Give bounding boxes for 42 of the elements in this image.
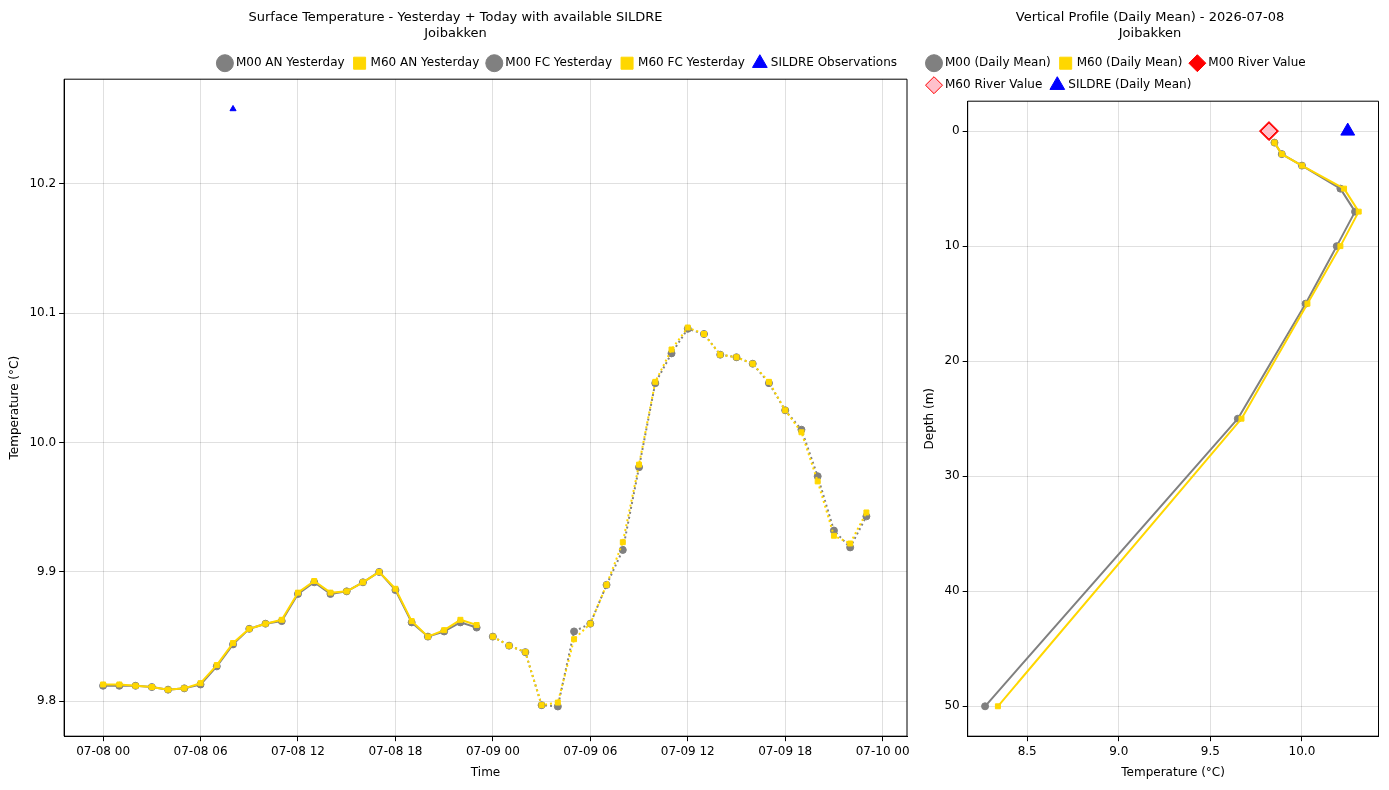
legend-label: M00 AN Yesterday xyxy=(235,55,345,70)
x-tick-label: 07-08 00 xyxy=(76,743,131,758)
chart-subtitle: Joibakken xyxy=(1117,24,1182,40)
y-tick-label: 40 xyxy=(944,583,960,598)
chart-title: Surface Temperature - Yesterday + Today with available SILDRE xyxy=(248,9,663,25)
y-tick-label: 9.9 xyxy=(37,564,57,579)
y-tick-label: 50 xyxy=(944,698,960,713)
x-axis-title: Time xyxy=(469,764,501,779)
legend-label: SILDRE Observations xyxy=(770,55,897,70)
legend-label: M00 FC Yesterday xyxy=(505,55,613,70)
legend-label: M60 River Value xyxy=(945,77,1043,92)
legend-label: SILDRE (Daily Mean) xyxy=(1068,77,1192,92)
x-tick-label: 07-08 18 xyxy=(368,743,423,758)
legend-label: M00 (Daily Mean) xyxy=(945,55,1051,70)
legend-label: M60 FC Yesterday xyxy=(638,55,745,70)
y-tick-label: 10 xyxy=(944,238,960,253)
x-tick-label: 9.0 xyxy=(1109,743,1129,758)
y-axis-title: Depth (m) xyxy=(922,387,937,450)
y-tick-label: 10.0 xyxy=(29,434,57,449)
y-axis-title: Temperature (°C) xyxy=(7,355,22,461)
legend-label: M60 AN Yesterday xyxy=(370,55,480,70)
x-tick-label: 07-09 06 xyxy=(563,743,618,758)
y-tick-label: 10.1 xyxy=(29,305,57,320)
x-tick-label: 07-09 18 xyxy=(758,743,813,758)
x-tick-label: 07-09 00 xyxy=(465,743,520,758)
y-tick-label: 0 xyxy=(952,123,960,138)
x-tick-label: 07-08 06 xyxy=(173,743,228,758)
y-tick-label: 9.8 xyxy=(37,693,57,708)
y-tick-label: 30 xyxy=(944,468,960,483)
x-tick-label: 8.5 xyxy=(1017,743,1037,758)
x-tick-label: 10.0 xyxy=(1288,743,1316,758)
legend-label: M60 (Daily Mean) xyxy=(1076,55,1183,70)
y-tick-label: 10.2 xyxy=(29,176,57,191)
x-tick-label: 07-08 12 xyxy=(271,743,325,758)
x-tick-label: 9.5 xyxy=(1200,743,1220,758)
legend-label: M00 River Value xyxy=(1208,55,1306,70)
y-tick-label: 20 xyxy=(944,353,960,368)
x-axis-title: Temperature (°C) xyxy=(1120,764,1225,779)
chart-subtitle: Joibakken xyxy=(423,24,487,40)
x-tick-label: 07-10 00 xyxy=(855,743,910,758)
x-tick-label: 07-09 12 xyxy=(660,743,715,758)
chart-title: Vertical Profile (Daily Mean) - 2026-07-08 xyxy=(1015,9,1285,25)
